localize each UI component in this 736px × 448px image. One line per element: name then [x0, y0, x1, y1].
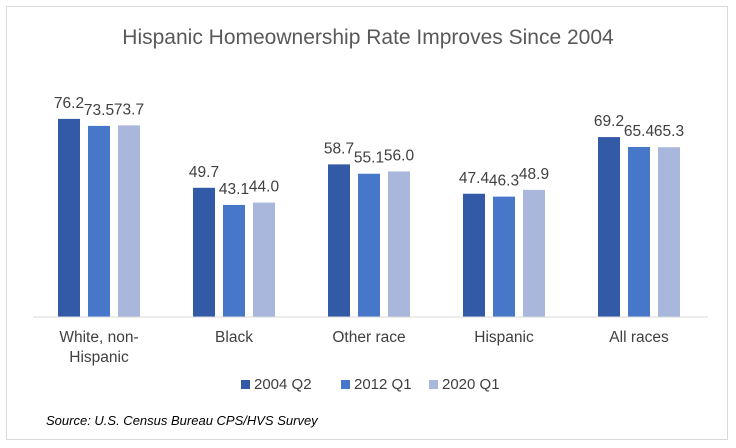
category-label: Hispanic: [69, 349, 129, 366]
legend-label: 2012 Q1: [354, 376, 412, 393]
bar-all-races-2004-q2: [598, 137, 620, 317]
bar-hispanic-2012-q1: [493, 196, 515, 317]
bar-hispanic-2020-q1: [523, 189, 545, 317]
category-label: Other race: [332, 329, 405, 346]
category-label: Hispanic: [474, 329, 534, 346]
bar-hispanic-2004-q2: [463, 193, 485, 317]
bar-black-2020-q1: [253, 202, 275, 317]
bar-white-non-hispanic-2004-q2: [58, 118, 80, 317]
category-label: All races: [609, 329, 669, 346]
data-label: 48.9: [519, 166, 549, 183]
data-label: 47.4: [459, 170, 490, 187]
data-label: 65.3: [654, 123, 684, 140]
legend: 2004 Q2 2012 Q1 2020 Q1: [241, 376, 500, 393]
category-label: Black: [215, 329, 253, 346]
bar-black-2004-q2: [193, 187, 215, 317]
bar-all-races-2020-q1: [658, 147, 680, 317]
bar-white-non-hispanic-2020-q1: [118, 125, 140, 317]
bar-white-non-hispanic-2012-q1: [88, 125, 110, 318]
legend-swatch: [341, 380, 350, 389]
data-label: 73.7: [114, 101, 144, 118]
data-label: 49.7: [189, 164, 219, 181]
bar-other-race-2012-q1: [358, 173, 380, 317]
data-label: 73.5: [84, 102, 114, 119]
data-label: 46.3: [489, 173, 519, 190]
legend-label: 2020 Q1: [442, 376, 500, 393]
data-label: 44.0: [249, 179, 280, 196]
data-label: 58.7: [324, 140, 354, 157]
legend-swatch: [241, 380, 250, 389]
category-label: White, non-: [59, 329, 138, 346]
data-label: 65.4: [624, 123, 655, 140]
source-note: Source: U.S. Census Bureau CPS/HVS Surve…: [46, 413, 319, 428]
data-label: 55.1: [354, 150, 384, 167]
chart-title: Hispanic Homeownership Rate Improves Sin…: [122, 26, 614, 49]
bar-all-races-2012-q1: [628, 146, 650, 317]
legend-swatch: [429, 380, 438, 389]
data-labels-group: 76.2 73.5 73.7 49.743.1 44.0 58.755.1 56.0 47.4…: [54, 95, 684, 198]
data-label: 69.2: [594, 113, 624, 130]
bar-black-2012-q1: [223, 204, 245, 317]
category-labels-group: White, non- Hispanic Black Other race Hispan…: [59, 329, 669, 366]
data-label: 56.0: [384, 147, 415, 164]
data-label: 76.2: [54, 95, 84, 112]
bars-group: [58, 118, 680, 318]
bar-other-race-2004-q2: [328, 164, 350, 317]
legend-label: 2004 Q2: [254, 376, 312, 393]
data-label: 43.1: [219, 181, 249, 198]
bar-other-race-2020-q1: [388, 171, 410, 317]
